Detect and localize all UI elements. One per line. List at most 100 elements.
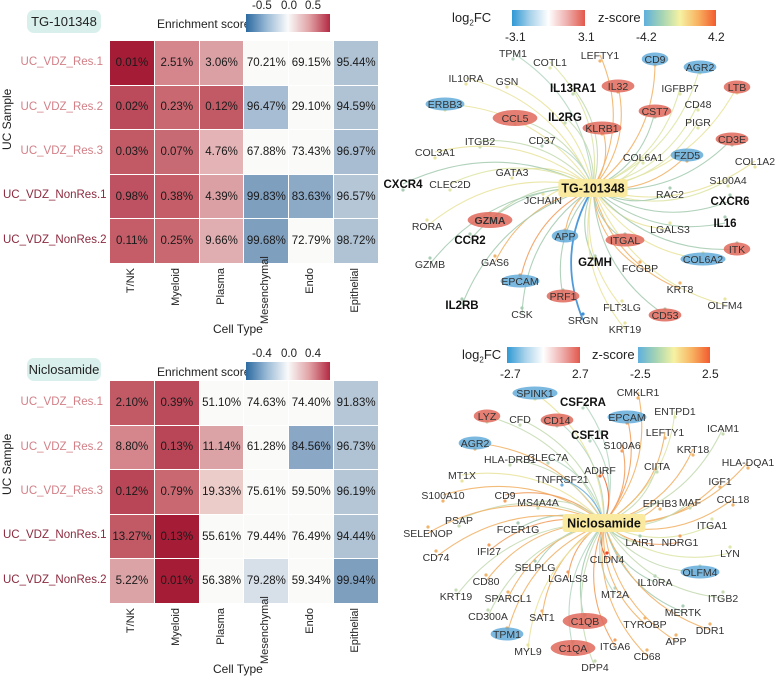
- gene-node[interactable]: ERBB3: [428, 99, 463, 111]
- gene-node[interactable]: LEFTY1: [581, 50, 620, 62]
- gene-node[interactable]: CLEC2D: [429, 179, 471, 191]
- gene-node[interactable]: CXCR4: [384, 179, 424, 191]
- gene-node[interactable]: MT2A: [601, 589, 629, 601]
- gene-node[interactable]: SAT1: [529, 612, 555, 624]
- gene-node[interactable]: SPARCL1: [484, 593, 531, 605]
- gene-node[interactable]: GAS6: [481, 257, 509, 269]
- gene-node[interactable]: CCR2: [454, 235, 485, 247]
- gene-node[interactable]: KRT8: [667, 284, 694, 296]
- gene-node[interactable]: FCGBP: [622, 263, 658, 275]
- gene-node[interactable]: COL6A1: [623, 152, 663, 164]
- gene-node[interactable]: GZMB: [415, 259, 445, 271]
- gene-node[interactable]: DPP4: [581, 662, 609, 674]
- gene-node[interactable]: CSF2RA: [560, 397, 606, 409]
- gene-node[interactable]: MYL9: [514, 646, 542, 658]
- gene-node[interactable]: COL6A2: [683, 254, 723, 266]
- gene-node[interactable]: KRT19: [609, 324, 642, 336]
- gene-node[interactable]: LGALS3: [548, 573, 588, 585]
- gene-node[interactable]: HLA-DRB1: [484, 454, 536, 466]
- gene-node[interactable]: MAF: [679, 497, 701, 509]
- gene-node[interactable]: CLEC7A: [528, 452, 569, 464]
- gene-node[interactable]: CFD: [509, 414, 531, 426]
- gene-node[interactable]: IL10RA: [448, 73, 483, 85]
- drug-node[interactable]: Niclosamide: [567, 517, 641, 531]
- gene-node[interactable]: ENTPD1: [654, 406, 696, 418]
- gene-node[interactable]: GZMA: [475, 215, 506, 227]
- gene-node[interactable]: CLDN4: [590, 554, 625, 566]
- gene-node[interactable]: CCL5: [502, 113, 529, 125]
- gene-node[interactable]: EPHB3: [643, 498, 678, 510]
- gene-node[interactable]: LGALS3: [650, 224, 690, 236]
- gene-node[interactable]: GATA3: [496, 167, 529, 179]
- gene-node[interactable]: COTL1: [533, 57, 567, 69]
- gene-node[interactable]: CMKLR1: [617, 387, 660, 399]
- gene-node[interactable]: CSF1R: [571, 430, 609, 442]
- gene-node[interactable]: IL16: [713, 218, 736, 230]
- gene-node[interactable]: CCL18: [717, 494, 750, 506]
- gene-node[interactable]: CD300A: [468, 611, 508, 623]
- gene-node[interactable]: EPCAM: [501, 276, 538, 288]
- gene-node[interactable]: IL13RA1: [550, 83, 597, 95]
- gene-node[interactable]: ADIRF: [584, 465, 616, 477]
- gene-node[interactable]: FZD5: [674, 150, 700, 162]
- gene-node[interactable]: CD9: [494, 490, 515, 502]
- gene-node[interactable]: RORA: [412, 221, 442, 233]
- gene-node[interactable]: SELPLG: [515, 562, 556, 574]
- gene-node[interactable]: SRGN: [568, 315, 598, 327]
- gene-node[interactable]: ITK: [729, 244, 745, 256]
- gene-node[interactable]: KRT19: [440, 591, 473, 603]
- gene-node[interactable]: CD3E: [718, 134, 746, 146]
- gene-node[interactable]: C1QA: [559, 643, 588, 655]
- gene-node[interactable]: TPM1: [499, 48, 527, 60]
- gene-node[interactable]: PSAP: [445, 515, 473, 527]
- gene-node[interactable]: TNFRSF21: [535, 474, 588, 486]
- gene-node[interactable]: IL10RA: [637, 577, 672, 589]
- gene-node[interactable]: CD9: [644, 54, 665, 66]
- gene-node[interactable]: HLA-DQA1: [722, 457, 775, 469]
- gene-node[interactable]: IGF1: [708, 476, 731, 488]
- gene-node[interactable]: IL2RG: [548, 112, 582, 124]
- gene-node[interactable]: LTB: [728, 82, 746, 94]
- gene-node[interactable]: AGR2: [461, 438, 490, 450]
- gene-node[interactable]: FLT3LG: [603, 302, 641, 314]
- gene-node[interactable]: EPCAM: [608, 412, 645, 424]
- gene-node[interactable]: CST7: [642, 106, 669, 118]
- gene-node[interactable]: IL32: [608, 81, 629, 93]
- gene-node[interactable]: CD68: [634, 651, 661, 663]
- gene-node[interactable]: CXCR6: [711, 196, 750, 208]
- gene-node[interactable]: PIGR: [685, 117, 711, 129]
- gene-node[interactable]: KRT18: [677, 444, 710, 456]
- gene-node[interactable]: MS4A4A: [517, 497, 558, 509]
- gene-node[interactable]: ITGAL: [610, 235, 641, 247]
- gene-node[interactable]: IGFBP7: [661, 83, 699, 95]
- gene-node[interactable]: S100A4: [709, 175, 747, 187]
- gene-node[interactable]: IFI27: [477, 546, 501, 558]
- gene-node[interactable]: CD53: [652, 310, 679, 322]
- gene-node[interactable]: CD80: [473, 576, 500, 588]
- gene-node[interactable]: C1QB: [571, 616, 600, 628]
- gene-node[interactable]: NDRG1: [662, 537, 699, 549]
- gene-node[interactable]: CD14: [544, 415, 571, 427]
- gene-node[interactable]: APP: [554, 231, 575, 243]
- gene-node[interactable]: GZMH: [578, 257, 612, 269]
- gene-node[interactable]: LEFTY1: [646, 427, 685, 439]
- gene-node[interactable]: ICAM1: [707, 423, 739, 435]
- gene-node[interactable]: CD74: [423, 552, 450, 564]
- gene-node[interactable]: TYROBP: [623, 619, 666, 631]
- gene-node[interactable]: LYZ: [478, 411, 497, 423]
- gene-node[interactable]: SELENOP: [403, 528, 453, 540]
- gene-node[interactable]: ITGA6: [600, 641, 631, 653]
- gene-node[interactable]: CD37: [529, 135, 556, 147]
- gene-node[interactable]: MERTK: [665, 607, 702, 619]
- gene-node[interactable]: ITGA1: [697, 520, 728, 532]
- gene-node[interactable]: GSN: [496, 76, 519, 88]
- gene-node[interactable]: ITGB2: [708, 593, 739, 605]
- gene-node[interactable]: JCHAIN: [524, 195, 562, 207]
- gene-node[interactable]: DDR1: [696, 625, 725, 637]
- gene-node[interactable]: ITGB2: [465, 136, 496, 148]
- gene-node[interactable]: TPM1: [493, 629, 521, 641]
- gene-node[interactable]: OLFM4: [707, 300, 742, 312]
- gene-node[interactable]: RAC2: [656, 189, 684, 201]
- gene-node[interactable]: CSK: [511, 309, 533, 321]
- gene-node[interactable]: AGR2: [686, 62, 715, 74]
